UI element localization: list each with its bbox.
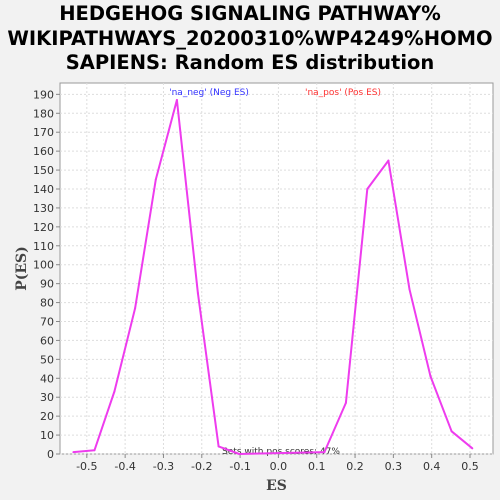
chart-title-line-2: WIKIPATHWAYS_20200310%WP4249%HOMO	[7, 26, 493, 50]
data-point	[217, 445, 220, 448]
data-point	[429, 375, 432, 378]
data-point	[408, 288, 411, 291]
data-point	[344, 401, 347, 404]
data-point	[93, 449, 96, 452]
y-tick-label: 50	[40, 353, 54, 366]
x-tick-label: 0.5	[461, 460, 479, 473]
y-tick-label: 30	[40, 391, 54, 404]
data-point	[113, 390, 116, 393]
y-tick-label: 130	[33, 202, 54, 215]
x-tick-label: -0.5	[76, 460, 97, 473]
y-tick-label: 80	[40, 297, 54, 310]
data-point	[175, 99, 178, 102]
pos-scores-annotation: Sets with pos scores: 47%	[222, 447, 340, 457]
y-tick-label: 190	[33, 88, 54, 101]
x-tick-label: 0.2	[346, 460, 364, 473]
x-tick-label: 0.4	[423, 460, 441, 473]
y-tick-label: 150	[33, 164, 54, 177]
x-axis-title: ES	[266, 478, 287, 494]
x-tick-label: -0.3	[153, 460, 174, 473]
y-axis-title: P(ES)	[14, 246, 30, 291]
y-tick-label: 160	[33, 145, 54, 158]
data-point	[471, 447, 474, 450]
data-point	[323, 451, 326, 454]
x-tick-label: -0.2	[191, 460, 212, 473]
data-point	[238, 453, 241, 455]
data-point	[387, 159, 390, 162]
data-point	[196, 292, 199, 295]
y-tick-label: 170	[33, 126, 54, 139]
y-tick-label: 110	[33, 240, 54, 253]
chart-title: HEDGEHOG SIGNALING PATHWAY% WIKIPATHWAYS…	[0, 2, 500, 76]
y-tick-label: 180	[33, 107, 54, 120]
data-point	[450, 430, 453, 433]
legend-entry-neg: 'na_neg' (Neg ES)	[169, 88, 249, 98]
legend-entry-pos: 'na_pos' (Pos ES)	[305, 88, 381, 98]
x-tick-label: 0.1	[308, 460, 326, 473]
plot-background	[59, 82, 494, 455]
y-tick-label: 10	[40, 429, 54, 442]
data-point	[72, 451, 75, 454]
x-tick-label: -0.4	[114, 460, 135, 473]
y-tick-label: 70	[40, 316, 54, 329]
y-tick-label: 60	[40, 334, 54, 347]
y-tick-label: 120	[33, 221, 54, 234]
data-point	[366, 188, 369, 190]
data-point	[134, 307, 137, 310]
x-tick-label: 0.0	[270, 460, 288, 473]
y-tick-label: 90	[40, 278, 54, 291]
chart-title-line-3: SAPIENS: Random ES distribution	[65, 51, 435, 74]
chart-title-line-1: HEDGEHOG SIGNALING PATHWAY%	[59, 2, 441, 25]
y-tick-label: 20	[40, 410, 54, 423]
y-tick-label: 40	[40, 372, 54, 385]
y-tick-label: 100	[33, 259, 54, 272]
x-tick-label: 0.3	[385, 460, 403, 473]
x-tick-label: -0.1	[229, 460, 250, 473]
y-tick-label: 140	[33, 183, 54, 196]
data-point	[154, 178, 157, 181]
y-tick-label: 0	[47, 448, 54, 461]
